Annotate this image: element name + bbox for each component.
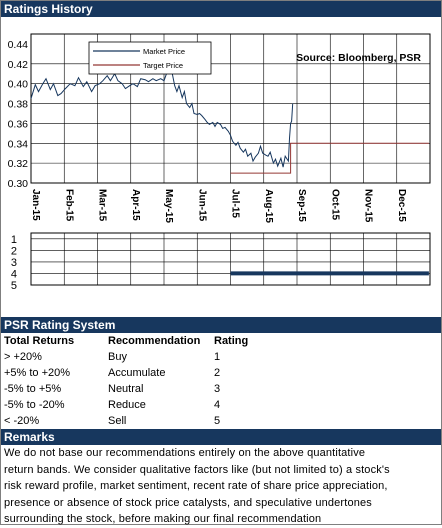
- target-price-line: [230, 142, 429, 174]
- rating-system-table: Total Returns Recommendation Rating > +2…: [4, 333, 274, 429]
- y-tick-label: 0.40: [8, 79, 29, 91]
- ratings-history-header: Ratings History: [1, 1, 441, 17]
- y-tick-label: 2: [11, 245, 17, 257]
- remarks-header: Remarks: [1, 429, 441, 445]
- y-tick-label: 0.30: [8, 178, 29, 190]
- remarks-text: We do not base our recommendations entir…: [4, 445, 438, 528]
- y-tick-label: 1: [11, 234, 17, 246]
- table-row: < -20% Sell 5: [4, 413, 274, 429]
- x-tick-label: Oct-15: [329, 189, 340, 221]
- recommendation-cell: Reduce: [108, 399, 146, 411]
- table-row: +5% to +20% Accumulate 2: [4, 365, 274, 381]
- rating-cell: 4: [214, 399, 221, 411]
- remarks-line: surrounding the stock, before making our…: [4, 513, 322, 525]
- y-tick-label: 4: [11, 268, 17, 280]
- x-tick-label: Sep-15: [296, 189, 307, 222]
- market-price-line: [30, 62, 294, 168]
- remarks-line: presence or absence of stock price catal…: [4, 496, 372, 509]
- x-tick-label: May-15: [163, 189, 174, 223]
- table-header-row: Total Returns Recommendation Rating: [4, 333, 274, 349]
- legend-box: [88, 41, 212, 75]
- y-tick-label: 0.36: [8, 118, 29, 130]
- x-tick-label: Nov-15: [363, 189, 374, 223]
- x-tick-label: Dec-15: [396, 189, 407, 222]
- x-tick-label: Jan-15: [30, 189, 41, 221]
- y-tick-label: 0.32: [8, 158, 29, 170]
- x-tick-label: Jun-15: [196, 189, 207, 222]
- remarks-line: We do not base our recommendations entir…: [4, 447, 366, 459]
- x-tick-label: Mar-15: [97, 189, 108, 222]
- psr-rating-system-header: PSR Rating System: [1, 317, 441, 333]
- x-tick-label: Aug-15: [263, 189, 274, 223]
- total-returns-cell: -5% to -20%: [4, 399, 65, 411]
- legend-label: Market Price: [143, 47, 185, 56]
- total-returns-cell: > +20%: [4, 351, 42, 363]
- x-tick-label: Jul-15: [230, 189, 241, 218]
- recommendation-cell: Accumulate: [108, 367, 166, 379]
- table-row: -5% to +5% Neutral 3: [4, 381, 274, 397]
- source-note: Source: Bloomberg, PSR: [296, 52, 421, 64]
- rating-cell: 1: [214, 351, 221, 363]
- column-header: Total Returns: [4, 335, 75, 347]
- column-header: Recommendation: [108, 335, 201, 347]
- recommendation-cell: Sell: [108, 415, 127, 427]
- remarks-line: return bands. We consider qualitative fa…: [4, 463, 390, 476]
- y-tick-label: 3: [11, 257, 17, 269]
- total-returns-cell: < -20%: [4, 415, 40, 427]
- remarks-line: risk reward profile, market sentiment, r…: [4, 480, 388, 492]
- rating-cell: 2: [214, 367, 221, 379]
- table-row: -5% to -20% Reduce 4: [4, 397, 274, 413]
- y-tick-label: 0.42: [8, 59, 29, 71]
- column-header: Rating: [214, 335, 249, 347]
- rating-cell: 5: [214, 415, 221, 427]
- table-row: > +20% Buy 1: [4, 349, 274, 365]
- y-tick-label: 0.34: [8, 138, 29, 150]
- total-returns-cell: -5% to +5%: [4, 383, 62, 395]
- legend-label: Target Price: [143, 61, 183, 70]
- x-tick-label: Apr-15: [130, 189, 141, 221]
- total-returns-cell: +5% to +20%: [4, 367, 71, 379]
- recommendation-cell: Buy: [108, 351, 127, 363]
- recommendation-cell: Neutral: [108, 383, 144, 395]
- x-tick-label: Feb-15: [63, 189, 74, 222]
- rating-cell: 3: [214, 383, 221, 395]
- y-tick-label: 0.44: [8, 39, 29, 51]
- y-tick-label: 5: [11, 280, 17, 292]
- y-tick-label: 0.38: [8, 99, 29, 111]
